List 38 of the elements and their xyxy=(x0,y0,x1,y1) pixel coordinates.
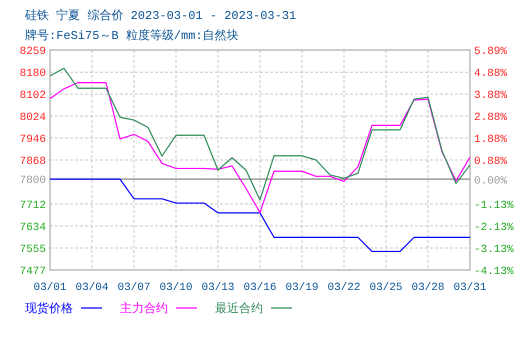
x-tick-label: 03/25 xyxy=(369,282,403,294)
y-tick-label: 7946 xyxy=(20,134,46,146)
x-tick-label: 03/07 xyxy=(117,282,151,294)
x-tick-label: 03/16 xyxy=(243,282,277,294)
y2-tick-label: 4.88% xyxy=(474,68,508,80)
y2-tick-label: 3.88% xyxy=(474,90,508,102)
y2-tick-label: -1.13% xyxy=(474,200,514,212)
y-tick-label: 8024 xyxy=(20,112,46,124)
y-tick-label: 8180 xyxy=(20,68,46,80)
legend-label: 最近合约 xyxy=(215,302,263,316)
y-tick-label: 7712 xyxy=(20,200,46,212)
y2-tick-label: -2.13% xyxy=(474,222,514,234)
y-tick-label: 7477 xyxy=(20,266,46,278)
chart-subtitle: 牌号:FeSi75～B 粒度等级/mm:自然块 xyxy=(25,28,239,43)
chart-title: 硅铁 宁夏 综合价 2023-03-01 - 2023-03-31 xyxy=(24,8,296,23)
x-tick-label: 03/13 xyxy=(201,282,235,294)
x-tick-label: 03/10 xyxy=(159,282,193,294)
y2-tick-label: -4.13% xyxy=(474,266,514,278)
y2-tick-label: 2.88% xyxy=(474,112,508,124)
y-tick-label: 7868 xyxy=(20,156,46,168)
y2-tick-label: 5.89% xyxy=(474,46,508,58)
legend-label: 现货价格 xyxy=(25,302,73,316)
y-tick-label: 8259 xyxy=(20,46,46,58)
y2-tick-label: 0.88% xyxy=(474,156,508,168)
y2-tick-label: 0.00% xyxy=(474,175,508,188)
x-tick-label: 03/19 xyxy=(285,282,319,294)
y-tick-label: 8102 xyxy=(20,90,46,102)
y2-tick-label: -3.13% xyxy=(474,244,514,256)
x-tick-label: 03/31 xyxy=(453,282,487,294)
y-tick-label: 7800 xyxy=(20,175,46,188)
x-tick-label: 03/22 xyxy=(327,282,361,294)
legend-label: 主力合约 xyxy=(120,301,168,316)
y-tick-label: 7555 xyxy=(20,244,46,256)
x-tick-label: 03/04 xyxy=(75,282,109,294)
x-tick-label: 03/01 xyxy=(33,282,67,294)
x-tick-label: 03/28 xyxy=(411,282,445,294)
y2-tick-label: 1.88% xyxy=(474,134,508,146)
y-tick-label: 7634 xyxy=(20,222,46,234)
